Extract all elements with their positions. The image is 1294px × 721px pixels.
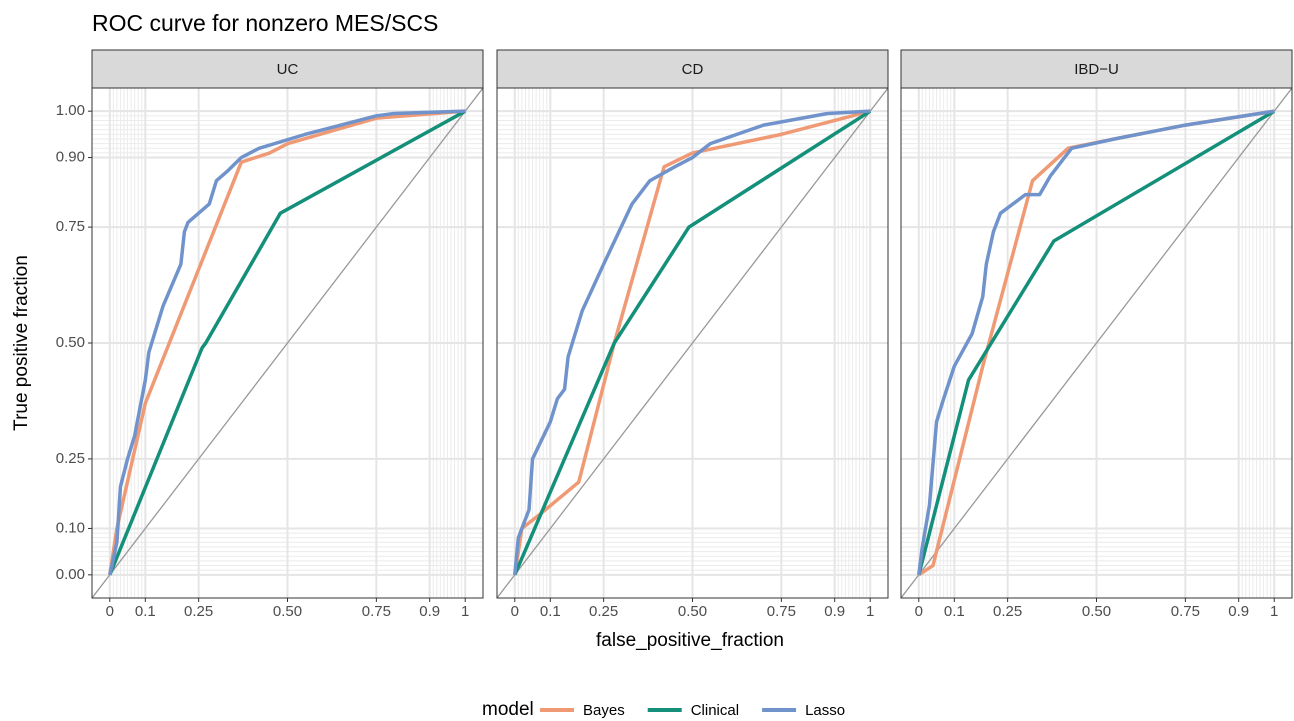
reference-diagonal <box>92 88 483 598</box>
x-tick-label: 0.1 <box>135 603 156 620</box>
x-tick-label: 0.9 <box>824 603 845 620</box>
legend-label: Bayes <box>583 702 625 719</box>
legend-title: model <box>482 699 534 720</box>
x-tick-label: 0.25 <box>589 603 618 620</box>
x-axis-label: false_positive_fraction <box>596 630 784 651</box>
x-tick-label: 0 <box>511 603 519 620</box>
y-tick-label: 0.90 <box>56 149 85 166</box>
facet-strip <box>91 49 484 89</box>
x-tick-label: 0.50 <box>678 603 707 620</box>
facet-strip <box>900 49 1293 89</box>
reference-diagonal <box>901 88 1292 598</box>
roc-curve <box>513 109 872 576</box>
x-tick-label: 1 <box>866 603 874 620</box>
y-tick-label: 0.10 <box>56 519 85 536</box>
chart-title: ROC curve for nonzero MES/SCS <box>92 10 438 36</box>
x-tick-label: 0.50 <box>1082 603 1111 620</box>
y-tick-label: 1.00 <box>56 102 85 119</box>
x-tick-label: 0.75 <box>767 603 796 620</box>
x-tick-label: 0.9 <box>1228 603 1249 620</box>
roc-curve <box>917 109 1275 576</box>
y-tick-label: 0.00 <box>56 566 85 583</box>
x-tick-label: 0.75 <box>362 603 391 620</box>
reference-diagonal <box>497 88 888 598</box>
roc-curve <box>513 109 871 575</box>
y-tick-label: 0.75 <box>56 218 85 235</box>
roc-curve <box>917 109 1276 576</box>
x-tick-label: 1 <box>1270 603 1278 620</box>
x-tick-label: 1 <box>461 603 469 620</box>
x-tick-label: 0 <box>915 603 923 620</box>
facet-label: UC <box>277 61 299 78</box>
roc-curve <box>108 109 466 576</box>
y-axis-label: True positive fraction <box>11 255 32 431</box>
panel <box>497 88 888 598</box>
x-tick-label: 0.75 <box>1171 603 1200 620</box>
legend-label: Lasso <box>805 702 845 719</box>
roc-curve <box>108 109 466 576</box>
x-tick-label: 0.50 <box>273 603 302 620</box>
x-tick-label: 0.25 <box>184 603 213 620</box>
x-tick-label: 0 <box>106 603 114 620</box>
facet-strip <box>496 49 889 89</box>
legend-label: Clinical <box>691 702 739 719</box>
y-tick-label: 0.50 <box>56 334 85 351</box>
facet-label: IBD−U <box>1074 61 1119 78</box>
panel <box>92 88 483 598</box>
x-tick-label: 0.9 <box>419 603 440 620</box>
x-tick-label: 0.1 <box>540 603 561 620</box>
facet-label: CD <box>682 61 704 78</box>
y-tick-label: 0.25 <box>56 450 85 467</box>
roc-curve <box>108 109 467 576</box>
x-tick-label: 0.25 <box>993 603 1022 620</box>
x-tick-label: 0.1 <box>944 603 965 620</box>
panel <box>901 88 1292 598</box>
